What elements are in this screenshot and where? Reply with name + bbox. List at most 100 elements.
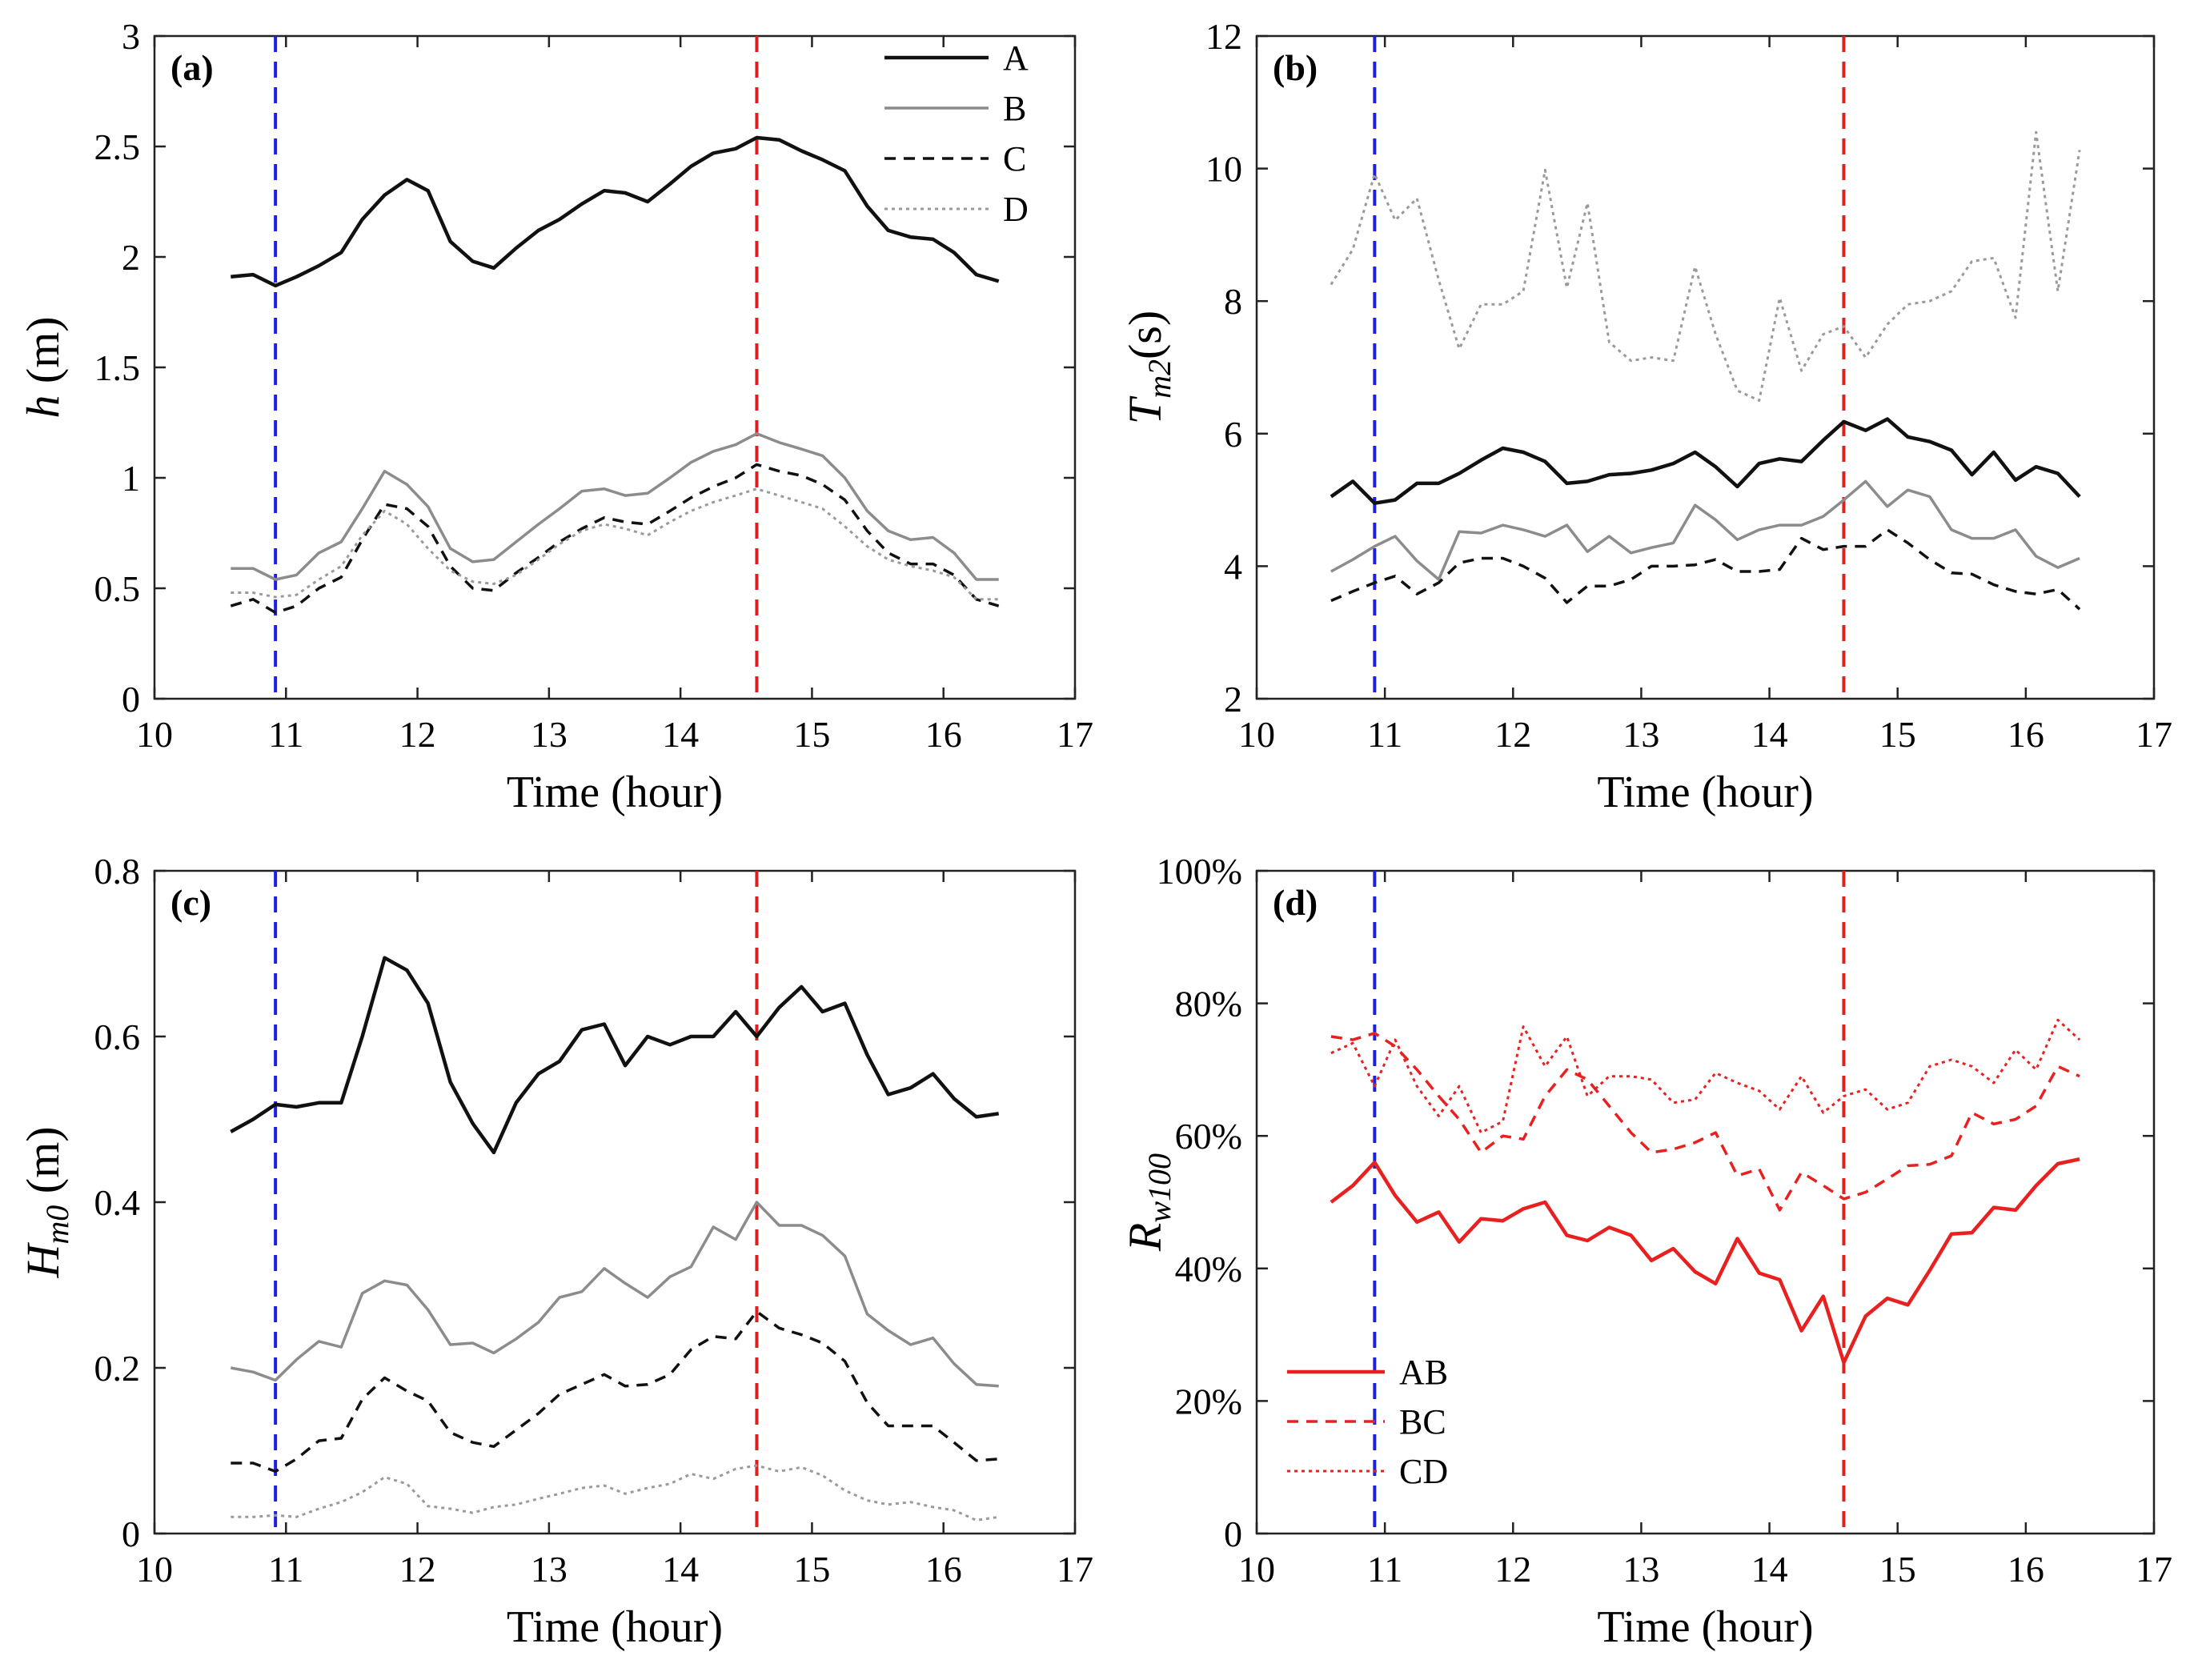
panel-0: 10 11 12 13 14 15 16 17 0 0.5 1 1.5 2 2.5 3 Time (hour)… [17,16,1093,817]
panel-label: (b) [1273,47,1318,88]
x-tick-label: 11 [1367,1549,1402,1590]
y-tick-label: 4 [1224,546,1242,587]
series-line-A [231,135,1000,288]
series-line-A [230,956,1000,1155]
series-line-C [231,1309,999,1474]
x-tick-label: 11 [268,1549,303,1590]
series-line-D [231,1464,999,1522]
data-area [230,36,1000,699]
x-tick-label: 15 [1879,1549,1916,1590]
legend-label-C: C [1003,139,1026,178]
series-line-C [1330,528,2081,611]
y-axis-label: Tm2(s) [1119,311,1177,424]
x-tick-label: 14 [1751,1549,1788,1590]
y-tick-label: 1 [122,458,140,499]
x-tick-label: 16 [2008,714,2044,755]
panel-label: (c) [170,882,211,923]
y-tick-label: 2 [122,237,140,278]
x-tick-label: 10 [1238,714,1275,755]
axes-box [1255,869,2156,1535]
x-axis-label: Time (hour) [507,768,723,817]
y-axis-label: Hm0 (m) [17,1126,75,1278]
y-label-symbol: h [17,395,69,419]
series-line-C [230,463,1000,615]
axes-box [153,34,1077,700]
y-label-symbol: H [17,1242,69,1279]
x-tick-label: 14 [1751,714,1788,755]
series-line-BC [1330,1032,2080,1212]
x-tick-label: 17 [2136,1549,2172,1590]
series-line-D [1330,130,2081,402]
y-label-unit: (s) [1119,311,1171,359]
axes-box [1255,34,2156,700]
y-label-subscript: m0 [39,1205,75,1245]
x-tick-label: 10 [1238,1549,1275,1590]
legend-label-BC: BC [1399,1402,1446,1441]
y-tick-label: 2.5 [94,126,141,167]
series-line-AB [1330,1157,2080,1365]
legend-label-CD: CD [1399,1452,1448,1491]
panel-label: (d) [1273,882,1318,923]
y-tick-label: 0.8 [94,851,141,892]
y-label-unit: (m) [17,316,69,395]
y-label-unit: (m) [17,1126,69,1205]
x-tick-label: 16 [925,1549,962,1590]
y-tick-label: 1.5 [94,347,141,388]
y-tick-label: 0.5 [94,568,141,609]
x-tick-label: 17 [1057,1549,1093,1590]
y-tick-label: 80% [1175,984,1242,1024]
x-tick-label: 17 [1057,714,1093,755]
x-tick-label: 13 [531,714,568,755]
x-tick-label: 17 [2136,714,2172,755]
panel-label: (a) [170,47,214,88]
x-tick-label: 12 [1494,1549,1531,1590]
y-tick-label: 40% [1175,1249,1242,1289]
axes-box [153,869,1077,1535]
x-tick-label: 16 [925,714,962,755]
y-tick-label: 10 [1205,149,1242,190]
x-tick-label: 14 [662,714,699,755]
y-tick-label: 100% [1157,851,1242,892]
x-axis-label: Time (hour) [1597,1602,1813,1652]
y-tick-label: 0.4 [94,1182,141,1223]
x-axis-label: Time (hour) [1597,768,1813,817]
y-tick-label: 2 [1224,679,1242,720]
panel-1: 10 11 12 13 14 15 16 17 2 4 6 8 10 12 Time (hour) Tm2(s… [1119,16,2172,817]
y-label-subscript: w100 [1141,1153,1177,1223]
y-label-symbol: R [1119,1223,1171,1252]
x-tick-label: 16 [2008,1549,2044,1590]
legend-label-B: B [1003,89,1026,128]
y-axis-label: h (m) [17,316,69,418]
x-tick-label: 12 [399,714,436,755]
y-tick-label: 20% [1175,1381,1242,1421]
y-tick-label: 8 [1224,281,1242,322]
y-tick-label: 0 [122,679,140,720]
series-line-B [1330,479,2080,581]
y-tick-label: 12 [1205,16,1242,57]
legend-label-A: A [1003,38,1029,78]
series-line-B [230,1201,999,1388]
x-axis-label: Time (hour) [507,1602,723,1652]
series-line-B [231,432,999,581]
x-tick-label: 12 [399,1549,436,1590]
y-tick-label: 0 [1224,1514,1242,1554]
x-tick-label: 14 [662,1549,699,1590]
y-tick-label: 6 [1224,414,1242,455]
legend-label-AB: AB [1399,1353,1448,1392]
panel-3: 10 11 12 13 14 15 16 17 0 20% 40% 60% 80% 100% Time (h… [1119,851,2172,1652]
x-tick-label: 10 [136,714,173,755]
y-label-subscript: m2 [1141,359,1177,399]
series-line-CD [1330,1018,2081,1134]
y-tick-label: 60% [1175,1116,1242,1157]
y-tick-label: 0.2 [94,1348,141,1389]
x-tick-label: 11 [268,714,303,755]
y-tick-label: 3 [122,16,140,57]
x-tick-label: 13 [1622,714,1659,755]
y-label-symbol: T [1119,395,1171,424]
data-area [1330,36,2081,699]
legend: AB BC CD [1287,1353,1448,1491]
data-area [230,871,1000,1534]
x-tick-label: 11 [1367,714,1402,755]
